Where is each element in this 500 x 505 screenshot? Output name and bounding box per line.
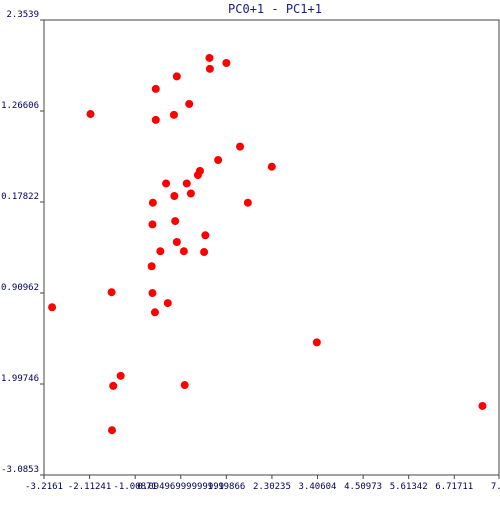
data-point	[169, 110, 178, 119]
data-point	[182, 179, 191, 188]
data-point	[109, 381, 118, 390]
y-tick-label: 2.3539	[6, 10, 39, 20]
chart-title: PC0+1 - PC1+1	[228, 2, 322, 16]
data-point	[162, 179, 171, 188]
data-point	[243, 198, 252, 207]
data-point	[236, 142, 245, 151]
y-tick-label: -1.99746	[0, 374, 39, 384]
data-point	[151, 84, 160, 93]
plot-frame	[43, 19, 500, 476]
x-tick-label: 6.71711	[435, 482, 473, 492]
data-point	[200, 248, 209, 257]
data-point	[147, 262, 156, 271]
x-tick-label: -2.11241	[68, 482, 111, 492]
data-point	[172, 238, 181, 247]
y-tick-label: -0.90962	[0, 283, 39, 293]
data-point	[172, 72, 181, 81]
data-point	[48, 303, 57, 312]
y-axis: 2.3539 1.26606 0.17822 -0.90962 -1.99746 -3.0…	[0, 10, 44, 476]
x-tick-label: 0.09496999999999	[137, 482, 224, 492]
data-point	[148, 220, 157, 229]
data-point	[170, 191, 179, 200]
data-point	[148, 198, 157, 207]
data-point	[107, 426, 116, 435]
y-tick-label: 0.17822	[1, 192, 39, 202]
data-point	[151, 115, 160, 124]
data-point	[193, 171, 202, 180]
x-tick-label: 1.19866	[207, 482, 245, 492]
x-tick-label: -3.2161	[25, 482, 63, 492]
data-point	[205, 53, 214, 62]
data-point	[267, 162, 276, 171]
data-point	[312, 338, 321, 347]
data-point	[205, 64, 214, 73]
data-point	[107, 288, 116, 297]
data-point	[150, 308, 159, 317]
x-tick-label: 4.50973	[344, 482, 382, 492]
x-tick-label: 2.30235	[253, 482, 291, 492]
data-point	[180, 381, 189, 390]
data-point	[186, 189, 195, 198]
x-tick-label: 5.61342	[390, 482, 428, 492]
data-point	[478, 401, 487, 410]
x-axis: -3.2161 -2.11241 -1.008710.094969999999991…	[25, 475, 500, 492]
data-point	[222, 58, 231, 67]
data-point	[156, 247, 165, 256]
y-tick-label: -3.0853	[1, 465, 39, 475]
y-tick-label: 1.26606	[1, 101, 39, 111]
x-tick-label: 3.40604	[299, 482, 337, 492]
data-point	[201, 231, 210, 240]
x-tick-label: -1.00871	[113, 482, 156, 492]
data-point	[179, 247, 188, 256]
data-point	[171, 217, 180, 226]
data-points	[48, 53, 487, 435]
x-tick-label: 7.8	[491, 482, 500, 492]
data-point	[116, 371, 125, 380]
data-point	[86, 110, 95, 119]
data-point	[214, 156, 223, 165]
data-point	[163, 299, 172, 308]
data-point	[185, 99, 194, 108]
data-point	[148, 289, 157, 298]
